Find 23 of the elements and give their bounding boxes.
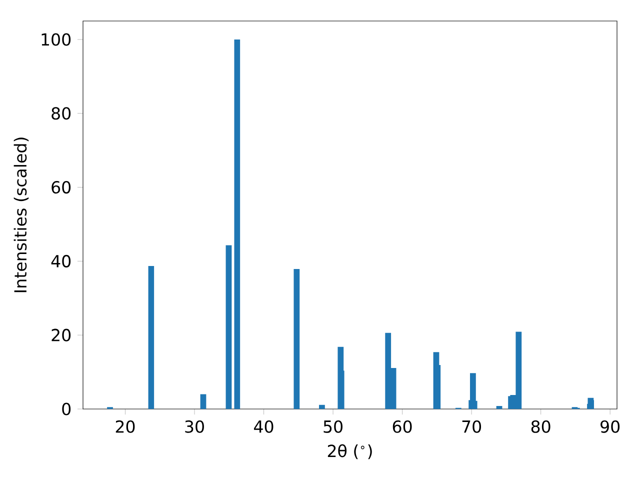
bar — [200, 394, 206, 409]
bar — [496, 406, 502, 409]
y-tick-label: 0 — [62, 402, 71, 416]
y-tick-label: 80 — [52, 107, 71, 120]
x-tick-label: 70 — [462, 420, 482, 433]
x-axis-title: 2θ ($^{∘}$) — [328, 444, 372, 460]
y-tick-label: 100 — [42, 33, 71, 46]
x-tick-label: 60 — [392, 420, 412, 433]
x-tick-label: 90 — [600, 420, 620, 433]
bar — [319, 404, 325, 409]
y-tick-label: 20 — [52, 328, 71, 342]
x-tick-label: 40 — [254, 420, 274, 433]
bar — [148, 266, 154, 409]
bar — [226, 245, 232, 409]
y-tick-label: 60 — [52, 181, 71, 194]
bar — [234, 39, 240, 409]
x-tick-label: 20 — [116, 420, 135, 433]
y-tick-label: 40 — [51, 254, 71, 268]
x-tick-label: 50 — [324, 420, 342, 433]
y-axis-title: Intensities (scaled) — [14, 138, 29, 292]
x-tick-label: 80 — [531, 420, 550, 433]
bar — [294, 268, 300, 409]
x-tick-label: 30 — [185, 420, 204, 433]
